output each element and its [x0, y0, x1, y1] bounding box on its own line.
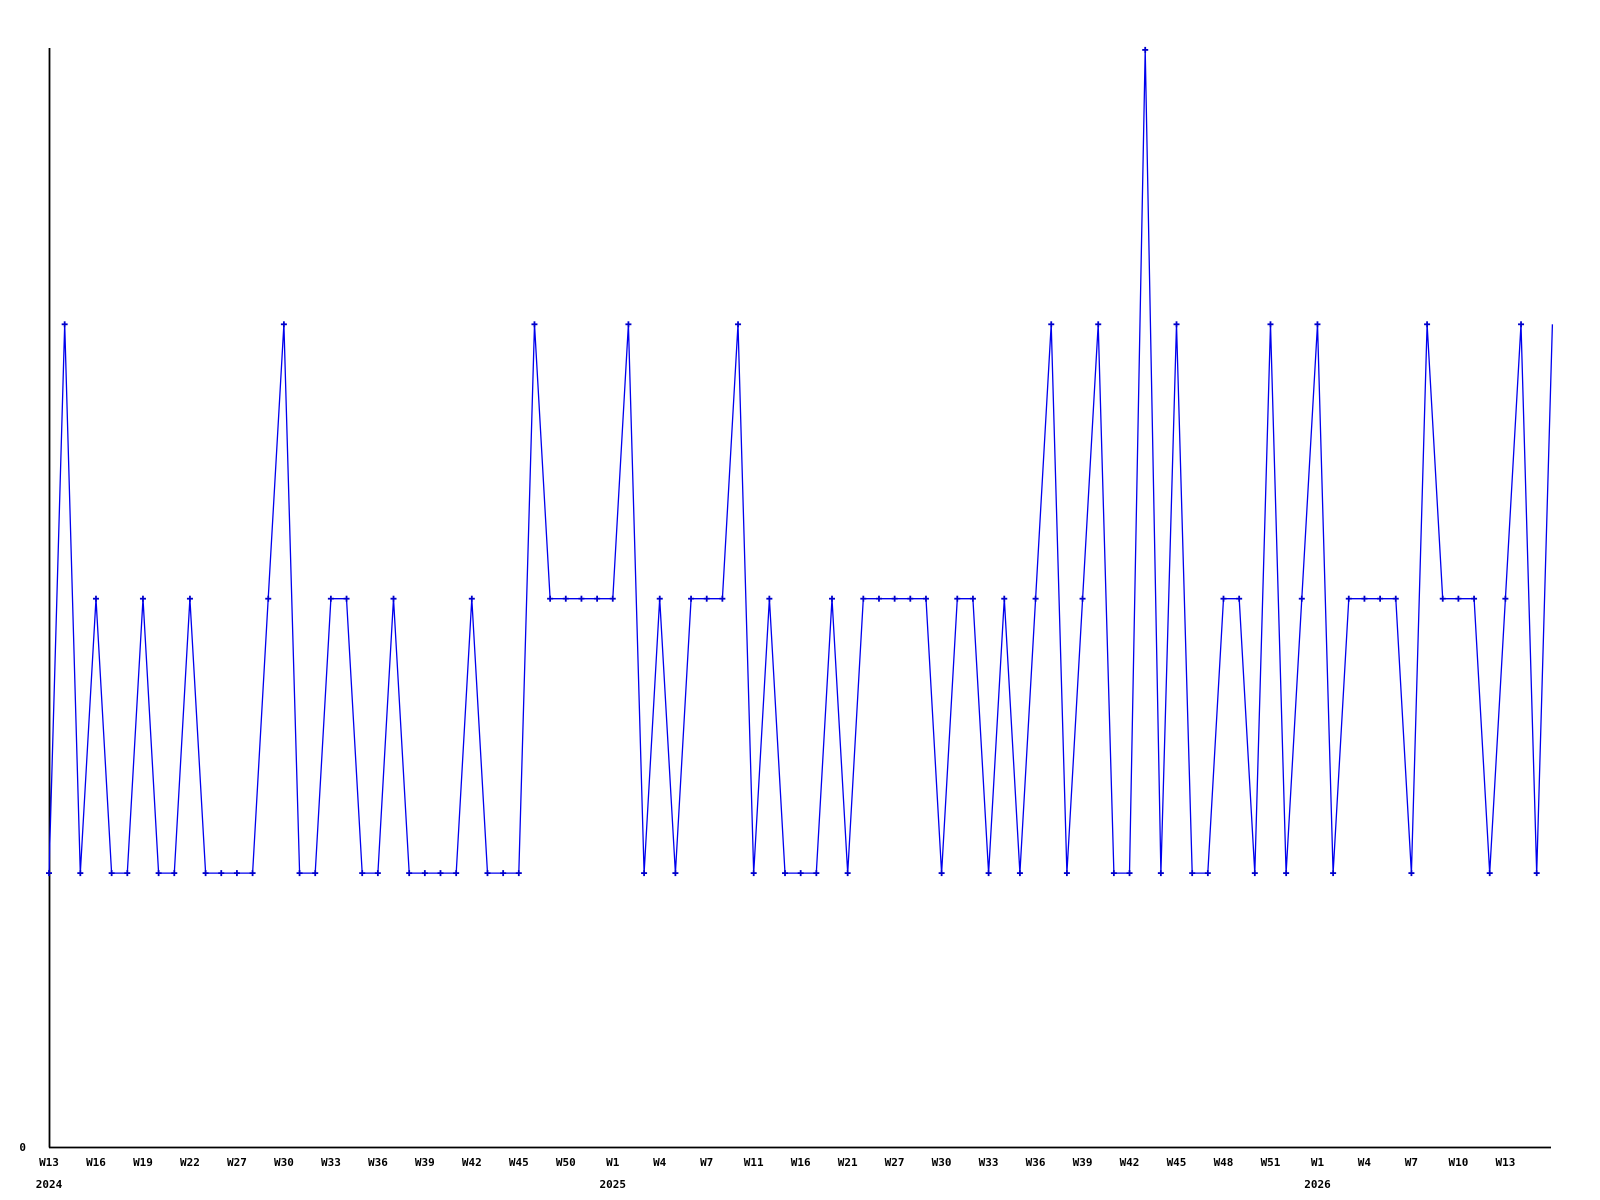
x-tick-label: W16 — [791, 1156, 811, 1169]
x-tick-label: W11 — [744, 1156, 764, 1169]
x-tick-label: W50 — [556, 1156, 576, 1169]
x-tick-label: W45 — [509, 1156, 529, 1169]
x-tick-label: W13 — [1495, 1156, 1515, 1169]
x-tick-label: W36 — [1026, 1156, 1046, 1169]
x-tick-label: W30 — [932, 1156, 952, 1169]
x-tick-label: W7 — [700, 1156, 713, 1169]
x-tick-label: W42 — [462, 1156, 482, 1169]
x-tick-label: W1 — [1311, 1156, 1325, 1169]
x-tick-label: W22 — [180, 1156, 200, 1169]
x-tick-label: W7 — [1405, 1156, 1418, 1169]
x-tick-label: W4 — [1358, 1156, 1372, 1169]
x-tick-label: W1 — [606, 1156, 620, 1169]
x-tick-label: W4 — [653, 1156, 667, 1169]
x-tick-label: W10 — [1448, 1156, 1468, 1169]
x-tick-label: W27 — [227, 1156, 247, 1169]
x-tick-label: W27 — [885, 1156, 905, 1169]
x-tick-label: W16 — [86, 1156, 106, 1169]
x-tick-label: W39 — [1073, 1156, 1093, 1169]
x-year-label: 2025 — [600, 1178, 627, 1191]
x-year-label: 2026 — [1304, 1178, 1331, 1191]
x-tick-label: W48 — [1214, 1156, 1234, 1169]
x-tick-label: W42 — [1120, 1156, 1140, 1169]
x-tick-label: W36 — [368, 1156, 388, 1169]
data-line — [48, 49, 1554, 874]
x-tick-label: W45 — [1167, 1156, 1187, 1169]
x-tick-label: W51 — [1261, 1156, 1281, 1169]
x-tick-label: W39 — [415, 1156, 435, 1169]
x-year-label: 2024 — [36, 1178, 63, 1191]
x-tick-label: W21 — [838, 1156, 858, 1169]
x-tick-label: W19 — [133, 1156, 153, 1169]
y-axis-zero-label: 0 — [19, 1141, 26, 1154]
x-tick-label: W33 — [979, 1156, 999, 1169]
x-tick-label: W33 — [321, 1156, 341, 1169]
x-tick-label: W13 — [39, 1156, 59, 1169]
x-tick-label: W30 — [274, 1156, 294, 1169]
